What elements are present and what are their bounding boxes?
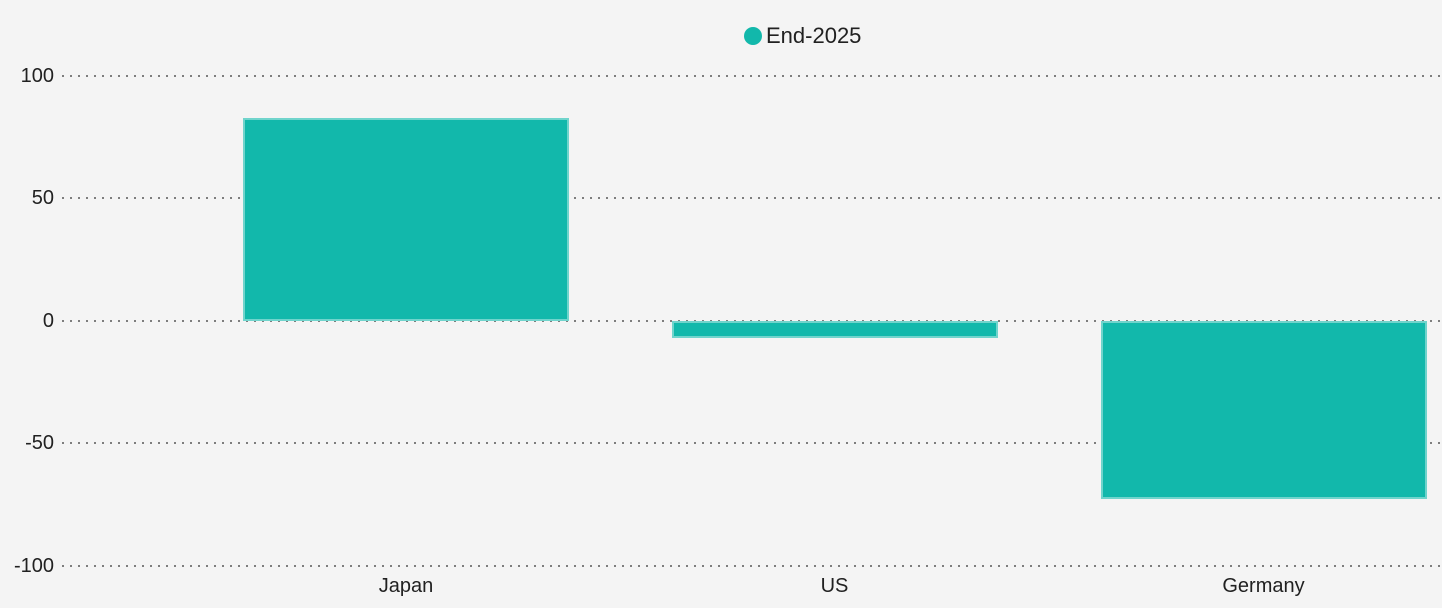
x-axis-label-japan: Japan bbox=[378, 575, 434, 597]
bar-germany[interactable] bbox=[1100, 320, 1427, 500]
y-axis-tick-label: -50 bbox=[25, 432, 54, 455]
y-axis-tick-label: 50 bbox=[31, 187, 54, 210]
x-axis-label-germany: Germany bbox=[1222, 575, 1305, 597]
x-axis-label-us: US bbox=[820, 575, 849, 597]
y-axis-tick-label: 100 bbox=[20, 65, 54, 87]
y-axis-tick-label: -100 bbox=[13, 554, 54, 577]
bar-japan[interactable] bbox=[243, 117, 569, 321]
gridline-y--50 bbox=[62, 442, 1442, 445]
y-axis-tick-label: 0 bbox=[42, 309, 54, 332]
gridline-y-100 bbox=[62, 75, 1442, 77]
legend-item-label: End-2025 bbox=[766, 23, 862, 48]
gridline-y--100 bbox=[62, 564, 1442, 567]
legend: End-2025 bbox=[744, 25, 861, 47]
bar-us[interactable] bbox=[671, 320, 998, 338]
gridline-y-50 bbox=[62, 197, 1442, 200]
legend-marker-circle-icon bbox=[744, 27, 762, 45]
